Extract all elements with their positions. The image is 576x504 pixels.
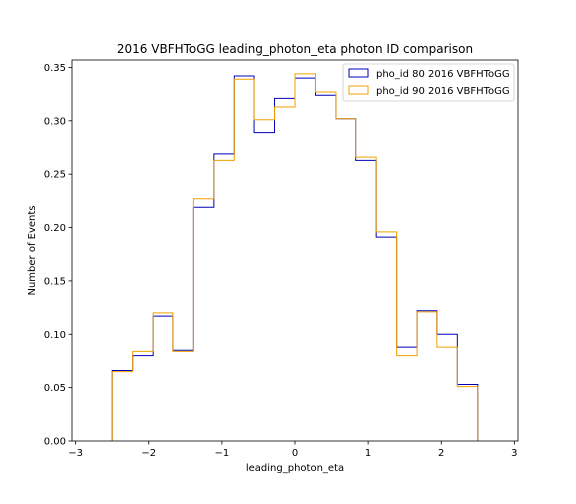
x-tick-label: 2 (438, 448, 444, 459)
legend-frame (342, 63, 515, 102)
x-tick-label: 0 (292, 448, 298, 459)
legend: pho_id 80 2016 VBFHToGG pho_id 90 2016 V… (342, 63, 515, 102)
y-tick-label: 0.35 (44, 63, 66, 74)
y-axis-label: Number of Events (27, 205, 38, 295)
y-tick-label: 0.15 (44, 276, 66, 287)
legend-label-pho-id-90: pho_id 90 2016 VBFHToGG (376, 86, 510, 97)
legend-swatch-pho-id-80 (348, 68, 369, 78)
x-tick-label: 1 (365, 448, 371, 459)
x-tick-label: 3 (511, 448, 517, 459)
y-tick-label: 0.20 (44, 223, 66, 234)
series-step-pho-id-90 (111, 73, 479, 441)
x-tick-label: −3 (68, 448, 83, 459)
series-layer (111, 73, 479, 441)
y-tick-label: 0.10 (44, 330, 66, 341)
plot-area-frame (71, 59, 519, 442)
x-axis-label: leading_photon_eta (246, 463, 344, 474)
chart-title: 2016 VBFHToGG leading_photon_eta photon … (117, 42, 473, 56)
y-tick-label: 0.30 (44, 116, 66, 127)
ticks-layer: −3 −2 −1 0 1 2 3 0.00 0.05 0.10 0.15 0.20 0.25 0.30 0.… (44, 63, 518, 459)
legend-label-pho-id-80: pho_id 80 2016 VBFHToGG (376, 69, 510, 80)
x-tick-label: −1 (215, 448, 230, 459)
y-tick-label: 0.05 (44, 383, 66, 394)
y-tick-label: 0.00 (44, 437, 66, 448)
y-tick-label: 0.25 (44, 170, 66, 181)
legend-swatch-pho-id-90 (348, 85, 369, 95)
x-tick-label: −2 (141, 448, 156, 459)
